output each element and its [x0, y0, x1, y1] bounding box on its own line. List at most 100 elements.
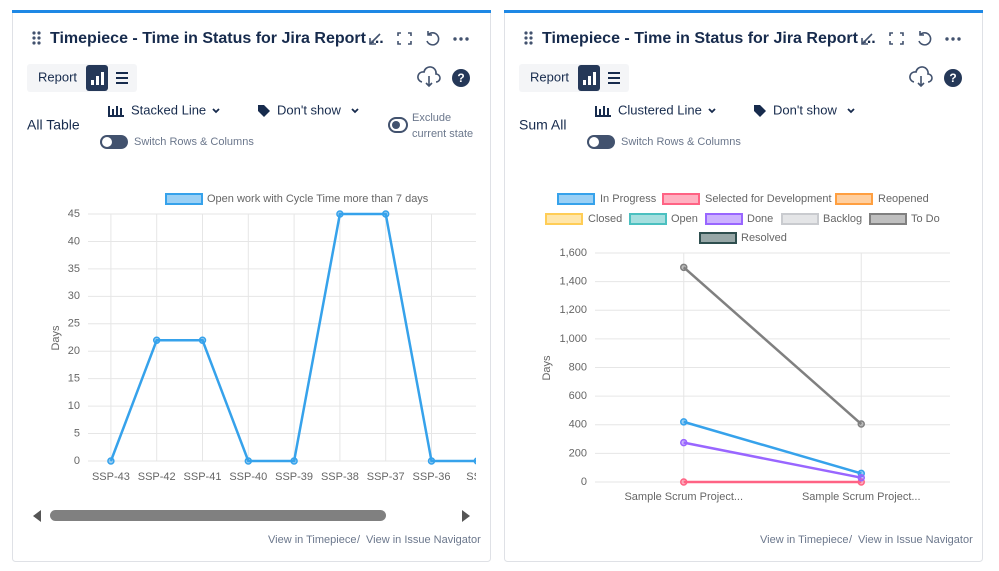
x-tick-label: SSP-38 — [321, 471, 359, 483]
data-point — [680, 478, 688, 486]
scroll-right[interactable] — [462, 510, 470, 522]
link[interactable]: View in Timepiece — [268, 534, 356, 546]
y-tick-label: 200 — [569, 447, 587, 459]
legend-label: To Do — [911, 213, 940, 225]
legend-swatch — [545, 213, 583, 225]
help-icon[interactable] — [452, 69, 470, 87]
panel-title: Timepiece - Time in Status for Jira Repo… — [542, 30, 876, 47]
refresh-icon[interactable] — [426, 31, 440, 46]
scroll-left[interactable] — [33, 510, 41, 522]
drag-handle[interactable] — [32, 31, 41, 45]
series-line — [683, 420, 862, 475]
link[interactable]: View in Timepiece — [760, 534, 848, 546]
help-icon[interactable] — [944, 69, 962, 87]
y-tick-label: 40 — [68, 235, 80, 247]
mode-label: All Table — [27, 117, 80, 133]
legend-swatch — [629, 213, 667, 225]
table-view-button[interactable] — [116, 72, 128, 84]
chart-type-select[interactable]: Stacked Line — [131, 102, 206, 117]
legend-swatch — [662, 193, 700, 205]
link[interactable]: View in Issue Navigator — [366, 534, 481, 546]
legend-swatch — [557, 193, 595, 205]
report-button[interactable]: Report — [38, 69, 77, 84]
table-view-button[interactable] — [608, 72, 620, 84]
labels-select[interactable]: Don't show — [277, 102, 342, 117]
y-tick-label: 25 — [68, 318, 80, 330]
series-line — [682, 266, 863, 425]
report-button[interactable]: Report — [530, 69, 569, 84]
drag-handle[interactable] — [524, 31, 533, 45]
y-tick-label: 800 — [569, 361, 587, 373]
data-point — [473, 457, 476, 465]
data-point — [152, 336, 161, 344]
y-tick-label: 1,400 — [559, 276, 587, 288]
x-tick-label: SSP-40 — [229, 471, 267, 483]
fullscreen-icon[interactable] — [889, 32, 904, 45]
data-point — [290, 457, 298, 465]
legend-swatch — [869, 213, 907, 225]
refresh-icon[interactable] — [918, 31, 932, 46]
download-icon[interactable] — [417, 66, 441, 88]
tag-icon — [754, 105, 766, 117]
download-icon[interactable] — [909, 66, 933, 88]
data-point — [857, 473, 865, 482]
data-point — [857, 420, 865, 428]
link[interactable]: View in Issue Navigator — [858, 534, 973, 546]
x-tick-label: Sample Scrum Project... — [802, 491, 921, 503]
y-tick-label: 0 — [74, 455, 80, 467]
data-point — [244, 457, 253, 465]
x-tick-label: Sample Scrum Project... — [624, 491, 743, 503]
x-tick-label: SSP-36 — [413, 471, 451, 483]
more-icon[interactable] — [945, 37, 961, 41]
chart-type-select[interactable]: Clustered Line — [618, 102, 702, 117]
x-tick-label: SSP-42 — [138, 471, 176, 483]
switch-label: Switch Rows & Columns — [621, 136, 741, 148]
legend-swatch — [835, 193, 873, 205]
legend-label: Done — [747, 213, 773, 225]
y-tick-label: 30 — [68, 290, 80, 302]
fullscreen-icon[interactable] — [397, 32, 412, 45]
separator: / — [849, 534, 853, 546]
minimize-icon[interactable] — [369, 33, 381, 45]
y-tick-label: 1,600 — [559, 247, 587, 259]
y-tick-label: 5 — [74, 427, 80, 439]
x-tick-label: SSP-39 — [275, 471, 313, 483]
legend-label: Closed — [588, 213, 622, 225]
svg-text:?: ? — [457, 71, 464, 85]
y-axis-label: Days — [50, 325, 62, 351]
legend-label: Reopened — [878, 193, 929, 205]
data-point — [107, 457, 115, 465]
view-toggle[interactable] — [27, 64, 137, 92]
scrollbar-thumb[interactable] — [50, 510, 386, 521]
x-tick-label: SSP-43 — [92, 471, 130, 483]
legend-swatch — [165, 193, 203, 205]
more-icon[interactable] — [453, 37, 469, 41]
minimize-icon[interactable] — [861, 33, 873, 45]
view-toggle[interactable] — [519, 64, 629, 92]
data-point — [381, 210, 390, 218]
y-tick-label: 0 — [581, 476, 587, 488]
data-point — [680, 438, 688, 447]
series-line — [683, 441, 862, 479]
y-tick-label: 20 — [68, 345, 80, 357]
panel-title: Timepiece - Time in Status for Jira Repo… — [50, 30, 384, 47]
separator: / — [357, 534, 361, 546]
exclude-label: Exclude — [412, 112, 451, 124]
labels-select[interactable]: Don't show — [773, 102, 838, 117]
legend-swatch — [705, 213, 743, 225]
legend-swatch — [781, 213, 819, 225]
switch-label: Switch Rows & Columns — [134, 136, 254, 148]
y-tick-label: 45 — [68, 208, 80, 220]
legend-swatch — [699, 232, 737, 244]
chart: 0 200 400 600 800 1,000 1,200 1,400 1,600 Sample … — [541, 193, 950, 503]
data-point — [336, 210, 344, 218]
legend-label: Backlog — [823, 213, 862, 225]
x-tick-label: SSP-37 — [367, 471, 405, 483]
y-tick-label: 400 — [569, 419, 587, 431]
legend-label: Resolved — [741, 232, 787, 244]
y-axis-label: Days — [541, 355, 553, 381]
data-point — [427, 457, 436, 465]
y-tick-label: 600 — [569, 390, 587, 402]
panel-accent — [12, 10, 491, 13]
